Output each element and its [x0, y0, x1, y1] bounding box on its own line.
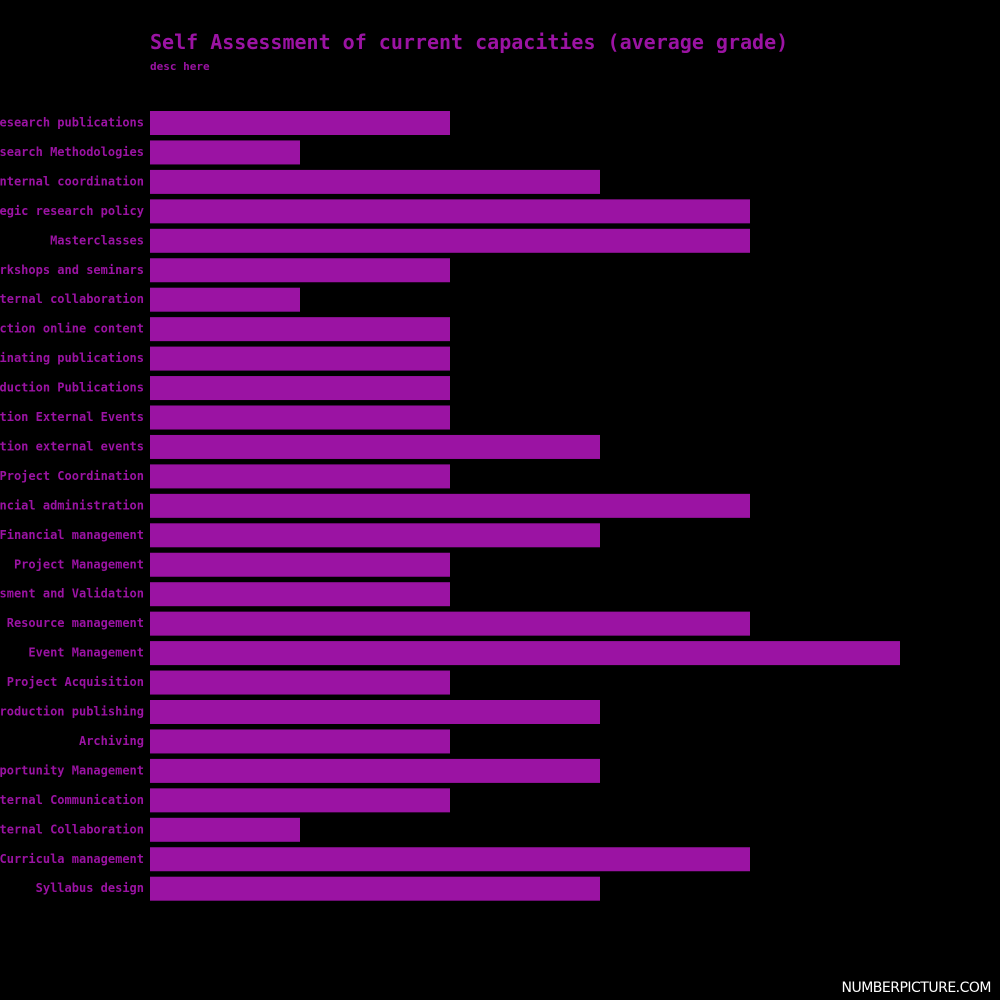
category-label: Event Management	[28, 646, 144, 660]
category-label: Production external events	[0, 439, 144, 453]
bar	[150, 758, 600, 783]
category-label: Coordinating publications	[0, 351, 144, 365]
category-label: Workshops and seminars	[0, 263, 144, 277]
category-label: Strategic research policy	[0, 204, 144, 218]
category-labels-group: Research publications Research Methodolog…	[0, 116, 144, 896]
category-label: External collaboration	[0, 292, 144, 306]
bar	[150, 670, 450, 695]
bar	[150, 582, 450, 607]
bar	[150, 346, 450, 371]
category-label: Financial management	[0, 528, 144, 542]
category-label: Project Acquisition	[7, 675, 144, 689]
bar	[150, 641, 900, 666]
bar	[150, 405, 450, 430]
category-label: Opportunity Management	[0, 763, 144, 777]
category-label: External Communication	[0, 793, 144, 807]
category-label: Internal Collaboration	[0, 822, 144, 836]
bar	[150, 788, 450, 813]
bar	[150, 199, 750, 224]
bar	[150, 552, 450, 577]
category-label: Production publishing	[0, 705, 144, 719]
category-label: Project Coordination	[0, 469, 144, 483]
bar	[150, 523, 600, 548]
bar	[150, 493, 750, 518]
bar	[150, 817, 300, 842]
chart-title: Self Assessment of current capacities (a…	[150, 30, 789, 54]
category-label: Assessment and Validation	[0, 587, 144, 601]
chart-subtitle: desc here	[150, 60, 210, 73]
bar	[150, 169, 600, 194]
category-label: Participation External Events	[0, 410, 144, 424]
bar	[150, 700, 600, 724]
bar	[150, 876, 600, 901]
bar	[150, 434, 600, 459]
bar	[150, 258, 450, 283]
bar	[150, 376, 450, 401]
category-label: Project Management	[14, 557, 144, 571]
category-label: Curricula management	[0, 852, 144, 866]
category-label: Syllabus design	[36, 881, 144, 895]
bar	[150, 847, 750, 872]
category-label: Research publications	[0, 116, 144, 130]
bar	[150, 317, 450, 342]
category-label: Human Resource management	[0, 616, 144, 630]
bar	[150, 729, 450, 754]
category-label: Financial administration	[0, 498, 144, 512]
bar	[150, 140, 300, 165]
bar	[150, 464, 450, 489]
category-label: Production Publications	[0, 381, 144, 395]
bar	[150, 287, 300, 312]
bars-group	[150, 111, 900, 901]
category-label: Production online content	[0, 322, 144, 336]
watermark-logo: NUMBERPICTURE.COM	[841, 980, 991, 996]
category-label: Masterclasses	[50, 233, 144, 247]
category-label: Archiving	[79, 734, 144, 748]
bar	[150, 228, 750, 253]
bar	[150, 111, 450, 135]
category-label: Research Methodologies	[0, 145, 144, 159]
bar	[150, 611, 750, 636]
category-label: Internal coordination	[0, 174, 144, 188]
